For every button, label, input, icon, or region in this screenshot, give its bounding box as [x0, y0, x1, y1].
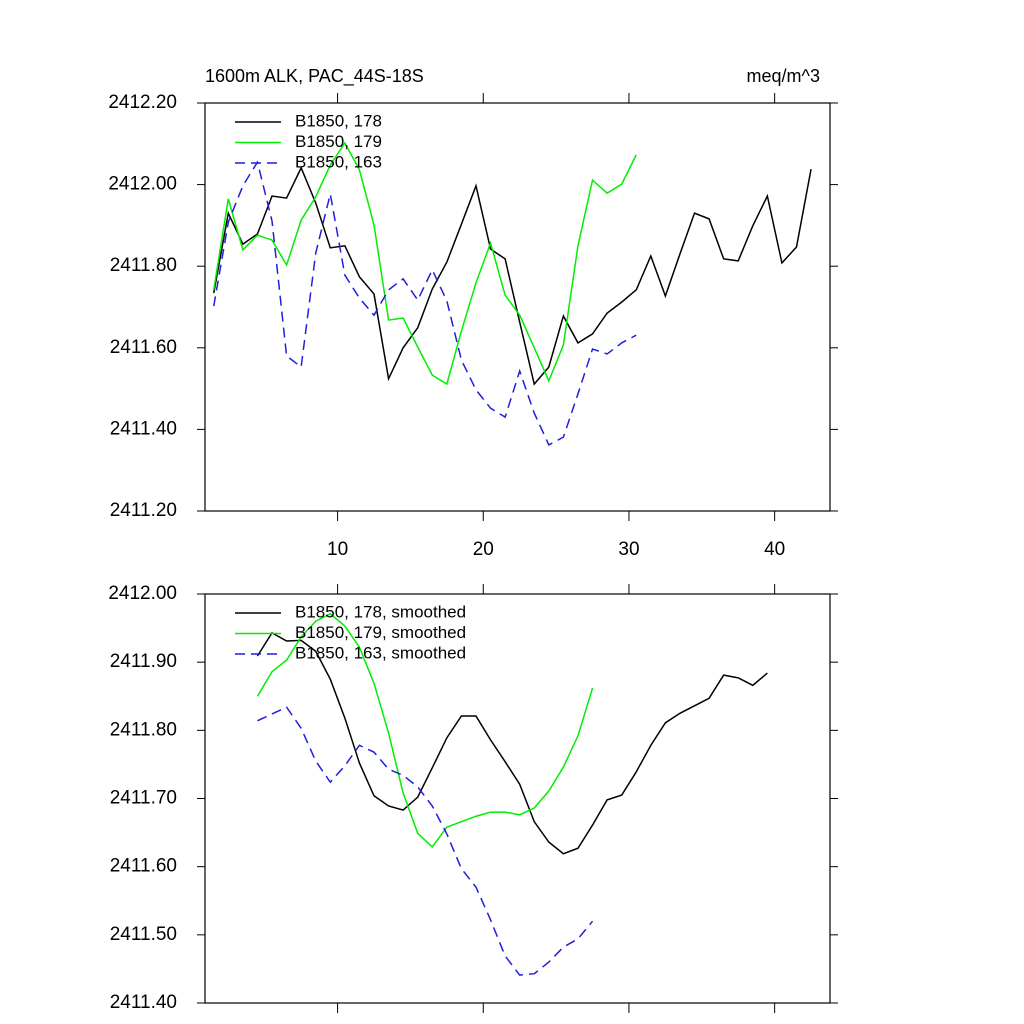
y-tick-label: 2412.00 — [108, 174, 177, 195]
data-line — [257, 706, 594, 976]
y-tick-label: 2411.20 — [110, 500, 177, 521]
data-line — [256, 631, 768, 855]
y-tick-label: 2411.70 — [110, 788, 177, 809]
y-tick-label: 2411.60 — [110, 856, 177, 877]
legend-label: B1850, 163 — [295, 152, 382, 171]
data-line — [213, 141, 637, 386]
data-line — [256, 612, 594, 849]
legend-label: B1850, 178, smoothed — [295, 602, 466, 621]
chart-title: 1600m ALK, PAC_44S-18S — [205, 66, 424, 87]
x-tick-label: 40 — [764, 539, 785, 560]
x-tick-label: 30 — [618, 539, 639, 560]
legend-label: B1850, 179, smoothed — [295, 623, 466, 642]
x-tick-label: 10 — [327, 539, 348, 560]
legend-label: B1850, 179 — [295, 132, 382, 151]
plot-frame — [204, 102, 831, 512]
legend-label: B1850, 163, smoothed — [295, 643, 466, 662]
data-line — [213, 160, 637, 446]
legend-label: B1850, 178 — [295, 111, 382, 130]
y-tick-label: 2411.90 — [110, 651, 177, 672]
y-tick-label: 2411.40 — [110, 418, 177, 439]
y-tick-label: 2411.80 — [110, 255, 177, 276]
y-tick-label: 2411.50 — [110, 924, 177, 945]
data-line — [213, 166, 812, 386]
y-tick-label: 2411.40 — [110, 992, 177, 1013]
units-label: meq/m^3 — [747, 66, 820, 86]
x-tick-label: 20 — [473, 539, 494, 560]
y-tick-label: 2411.60 — [110, 337, 177, 358]
y-tick-label: 2412.20 — [108, 92, 177, 113]
y-tick-label: 2412.00 — [108, 583, 177, 604]
y-tick-label: 2411.80 — [110, 719, 177, 740]
